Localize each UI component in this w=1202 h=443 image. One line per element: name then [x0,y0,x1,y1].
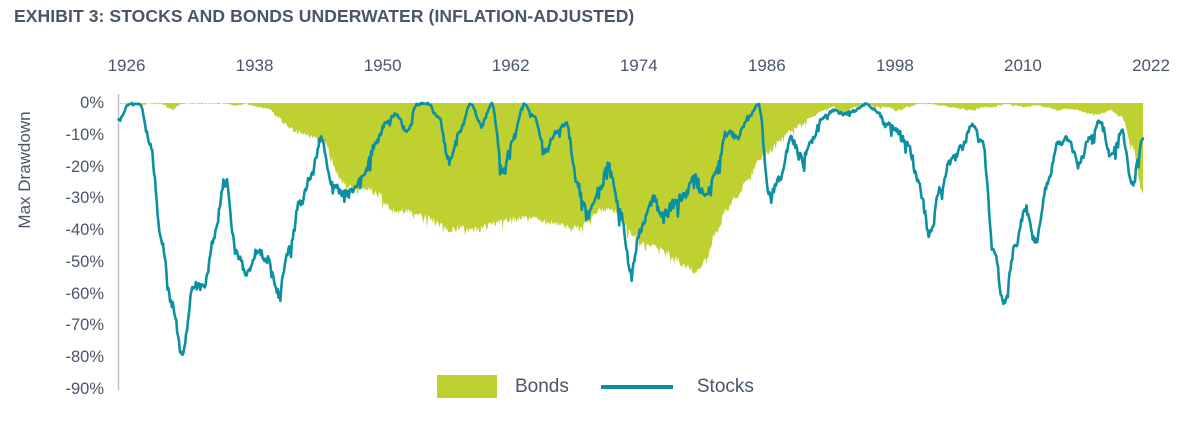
y-axis-tick: -90% [65,380,104,398]
y-axis-tick: 0% [80,94,104,112]
x-axis-tick: 1974 [619,56,658,75]
y-axis-tick: -40% [65,221,104,240]
x-axis-tick: 2010 [1004,56,1042,75]
x-axis-tick: 1938 [235,56,274,75]
y-axis-tick: -80% [65,348,104,367]
legend-line-stocks [595,375,679,398]
x-axis-tick: 1998 [875,56,914,75]
y-axis-tick-labels: 0% -10% -20% -30% -40% -50% -60% -70% -80% -90% [26,0,104,443]
y-axis-tick: -30% [65,189,104,208]
y-axis-tick: -20% [65,157,104,176]
legend-swatch-bonds [437,375,497,398]
y-axis-tick: -60% [65,284,104,303]
y-axis-tick: -10% [65,125,104,144]
x-axis-tick: 1926 [107,56,146,75]
x-axis-tick: 1962 [491,56,530,75]
y-axis-tick: -70% [65,316,104,335]
page-title: EXHIBIT 3: STOCKS AND BONDS UNDERWATER (… [14,6,635,26]
legend-label-bonds: Bonds [515,375,569,397]
legend-line-segment [600,385,673,389]
x-axis-tick: 2022 [1132,56,1170,75]
legend-label-stocks: Stocks [696,375,754,397]
chart-legend: Bonds Stocks [437,375,780,398]
x-axis-tick: 1950 [363,56,402,75]
stocks-line [117,101,1145,357]
x-axis-tick: 1986 [747,56,786,75]
bonds-area [118,103,1143,275]
y-axis-tick: -50% [65,252,104,271]
